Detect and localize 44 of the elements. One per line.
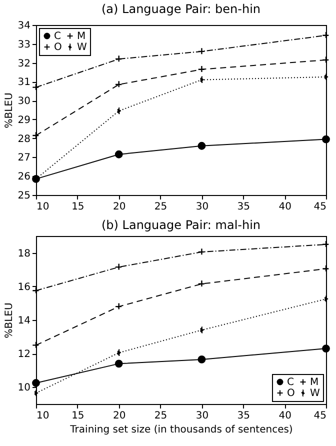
x-tick-label: 15 — [72, 410, 84, 422]
y-axis-title: %BLEU — [4, 92, 15, 128]
legend-label: W — [77, 42, 87, 53]
x-tick-label: 35 — [237, 410, 250, 422]
x-tick-label: 10 — [36, 202, 50, 212]
y-axis-title: %BLEU — [4, 302, 15, 338]
legend-label: M — [77, 31, 86, 42]
x-axis-title: Training set size (in thousands of sentences) — [69, 424, 293, 436]
legend-label: O — [287, 388, 295, 399]
legend-label: C — [54, 31, 61, 42]
legend-label: M — [310, 377, 319, 388]
x-tick-label: 20 — [112, 410, 126, 422]
x-tick-label: 40 — [278, 202, 292, 212]
y-tick-label: 30 — [18, 96, 30, 108]
x-tick-label: 15 — [72, 202, 84, 212]
y-tick-label: 31 — [18, 77, 30, 88]
legend-label: C — [287, 377, 294, 388]
y-tick-label: 28 — [18, 134, 30, 145]
y-tick-label: 27 — [18, 152, 30, 164]
y-tick-label: 16 — [18, 282, 30, 293]
y-tick-label: 18 — [18, 248, 30, 260]
x-tick-label: 30 — [196, 410, 209, 422]
y-tick-label: 26 — [18, 172, 30, 183]
y-tick-label: 34 — [18, 20, 30, 32]
x-tick-label: 25 — [154, 410, 168, 422]
y-tick-label: 25 — [18, 190, 30, 202]
chart-title: (b) Language Pair: mal-hin — [101, 218, 261, 232]
x-tick-label: 45 — [314, 202, 326, 212]
x-tick-label: 45 — [314, 410, 326, 422]
y-tick-label: 29 — [18, 114, 30, 126]
chart-title: (a) Language Pair: ben-hin — [101, 2, 261, 16]
x-tick-label: 40 — [278, 410, 292, 422]
y-tick-label: 32 — [18, 58, 30, 70]
y-tick-label: 10 — [18, 382, 30, 394]
legend-label: W — [310, 388, 320, 399]
x-tick-label: 20 — [112, 202, 126, 212]
legend-label: O — [54, 42, 62, 53]
y-tick-label: 12 — [18, 349, 30, 360]
x-tick-label: 35 — [237, 202, 250, 212]
x-tick-label: 30 — [196, 202, 209, 212]
x-tick-label: 25 — [154, 202, 168, 212]
y-tick-label: 33 — [18, 39, 30, 50]
x-tick-label: 10 — [36, 410, 50, 422]
y-tick-label: 14 — [18, 316, 30, 326]
